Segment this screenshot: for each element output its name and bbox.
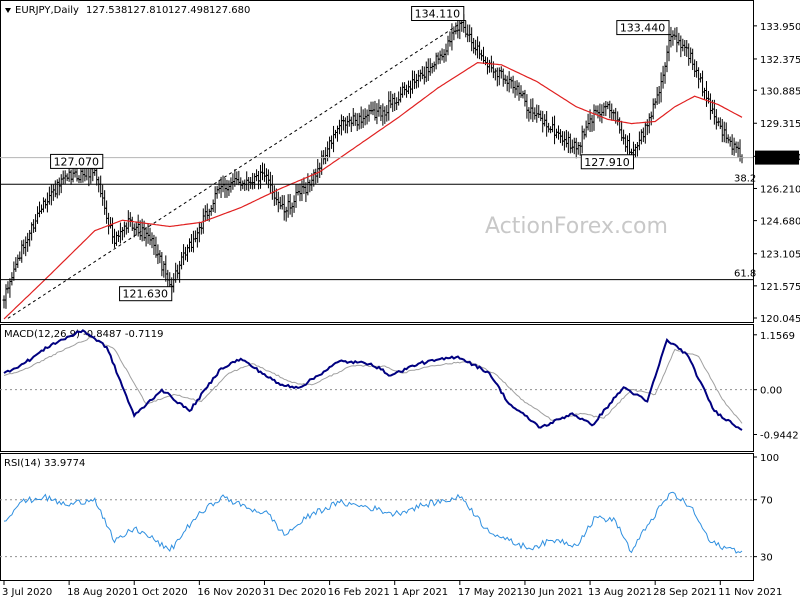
price-callout-box bbox=[50, 153, 104, 169]
price-axis-label: 129.315 bbox=[760, 119, 800, 130]
price-callout-label: 127.910 bbox=[584, 156, 630, 169]
time-axis-label: 16 Nov 2020 bbox=[197, 587, 261, 598]
price-callout: 127.910 bbox=[580, 154, 636, 170]
time-axis-label: 1 Apr 2021 bbox=[393, 587, 448, 598]
time-axis: 3 Jul 2020 18 Aug 2020 1 Oct 2020 16 Nov 20… bbox=[2, 581, 782, 598]
time-axis-label: 17 May 2021 bbox=[458, 587, 523, 598]
fibonacci-level-label: 61.8 bbox=[734, 269, 756, 280]
price-axis-label: 126.210 bbox=[760, 184, 800, 195]
macd-axis-label: 0.00 bbox=[760, 386, 782, 397]
price-axis-label: 123.105 bbox=[760, 250, 800, 261]
price-panel-frame bbox=[0, 0, 754, 323]
time-axis-label: 30 Jun 2021 bbox=[523, 587, 583, 598]
rsi-series bbox=[0, 491, 753, 558]
time-axis-label: 3 Jul 2020 bbox=[2, 587, 52, 598]
price-overlays: 38.2 61.8 127.070 121.630 134.110 127.910 133.… bbox=[0, 6, 756, 319]
macd-line bbox=[3, 329, 743, 431]
price-callout-label: 134.110 bbox=[415, 8, 461, 21]
time-axis-label: 13 Aug 2021 bbox=[588, 587, 652, 598]
price-axis: 133.950132.375130.885129.315127.740126.2… bbox=[753, 22, 800, 325]
rsi-panel-frame bbox=[0, 453, 754, 581]
ohlc-low: 127.498 bbox=[168, 5, 209, 16]
rsi-title: RSI(14) 33.9774 bbox=[4, 458, 85, 469]
time-axis-label: 18 Aug 2020 bbox=[67, 587, 131, 598]
price-callout-label: 121.630 bbox=[123, 288, 169, 301]
time-axis-label: 16 Feb 2021 bbox=[328, 587, 390, 598]
macd-title: MACD(12,26,9) -0.8487 -0.7119 bbox=[4, 329, 164, 340]
rsi-axis-label: 100 bbox=[760, 453, 779, 464]
price-callout: 133.440 bbox=[616, 20, 672, 36]
dropdown-triangle-icon bbox=[5, 8, 11, 13]
current-price-marker bbox=[755, 150, 799, 165]
time-axis-label: 1 Oct 2020 bbox=[132, 587, 187, 598]
ohlc-open: 127.538 bbox=[86, 5, 127, 16]
moving-average-line bbox=[3, 61, 743, 320]
time-axis-label: 11 Nov 2021 bbox=[718, 587, 782, 598]
price-axis-label: 132.375 bbox=[760, 55, 800, 66]
price-axis-label: 133.950 bbox=[760, 22, 800, 33]
time-axis-label: 28 Sep 2021 bbox=[653, 587, 716, 598]
moving-average-series bbox=[3, 61, 743, 320]
price-callout-box bbox=[580, 154, 634, 170]
rsi-axis-label: 30 bbox=[760, 553, 773, 564]
macd-panel-frame bbox=[0, 324, 754, 452]
macd-axis: 1.1569 0.00 -0.9442 bbox=[753, 331, 799, 441]
price-callout: 134.110 bbox=[411, 6, 466, 22]
rsi-line bbox=[3, 491, 743, 554]
price-axis-label: 124.680 bbox=[760, 217, 800, 228]
macd-axis-label: 1.1569 bbox=[760, 331, 795, 342]
price-axis-label: 130.885 bbox=[760, 86, 800, 97]
rsi-axis-label: 70 bbox=[760, 496, 773, 507]
fibonacci-level-label: 38.2 bbox=[734, 173, 756, 184]
price-callout-box bbox=[119, 286, 173, 302]
price-callout-box bbox=[616, 20, 670, 36]
price-callout-label: 127.070 bbox=[54, 155, 100, 168]
price-axis-label: 121.575 bbox=[760, 282, 800, 293]
ohlc-high: 127.810 bbox=[127, 5, 168, 16]
chart-title: EURJPY,Daily bbox=[15, 5, 79, 16]
price-callout: 127.070 bbox=[50, 153, 104, 169]
macd-series bbox=[0, 329, 753, 431]
trendline bbox=[7, 22, 463, 319]
current-price-label: 127.680 bbox=[758, 154, 799, 165]
time-axis-label: 31 Dec 2020 bbox=[262, 587, 326, 598]
macd-axis-label: -0.9442 bbox=[760, 430, 799, 441]
price-callout-label: 133.440 bbox=[620, 22, 666, 35]
price-callout: 121.630 bbox=[119, 286, 174, 302]
watermark: ActionForex.com bbox=[485, 214, 668, 239]
rsi-axis: 100 70 30 bbox=[753, 453, 779, 564]
ohlc-close: 127.680 bbox=[209, 5, 250, 16]
price-callout-box bbox=[411, 6, 465, 22]
price-axis-label: 120.045 bbox=[760, 314, 800, 325]
